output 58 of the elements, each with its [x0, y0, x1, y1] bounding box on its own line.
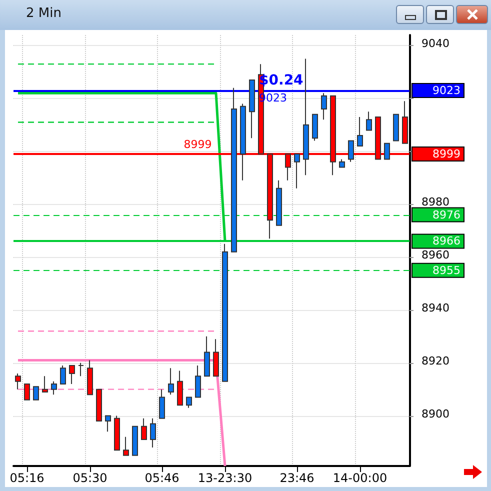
candlestick [168, 368, 174, 396]
candlestick [78, 362, 84, 377]
candlestick [204, 336, 210, 377]
candlestick [177, 370, 183, 406]
candlestick [348, 140, 354, 162]
candlestick [195, 365, 201, 398]
candlestick [105, 415, 111, 432]
candlestick [132, 426, 138, 456]
ref-line-label: 8955 [432, 264, 460, 277]
candlestick [357, 116, 363, 147]
x-tick-label: 23:46 [280, 471, 314, 485]
candlestick [384, 142, 390, 160]
candlestick [159, 388, 165, 419]
ref-line-label: 8999 [432, 147, 460, 160]
candlestick [231, 87, 237, 252]
y-tick-label: 9040 [422, 37, 450, 50]
ref-line-label: 8976 [432, 208, 460, 222]
x-tick-label: 14-00:00 [332, 471, 388, 485]
candlestick [294, 153, 300, 189]
candlestick [402, 100, 408, 144]
ref-line-label: 8966 [432, 234, 460, 248]
candlestick [87, 360, 93, 396]
y-tick-label: 8920 [422, 354, 450, 368]
y-tick-label: 8940 [422, 301, 450, 314]
x-tick-label: 05:16 [10, 471, 44, 485]
candlestick [42, 376, 48, 392]
y-tick-label: 8980 [422, 196, 450, 209]
candlestick [123, 436, 129, 456]
x-tick-label: 13-23:30 [198, 471, 252, 485]
candlestick [33, 386, 39, 400]
ref-line-label: 9023 [432, 84, 460, 98]
annotation: 8999 [184, 138, 212, 151]
candlestick [24, 384, 30, 400]
candlestick [69, 365, 75, 385]
candlestick [114, 415, 120, 451]
candlestick [186, 396, 192, 408]
y-tick-label: 8900 [422, 407, 450, 420]
candlestick [303, 58, 309, 176]
candlestick [366, 111, 372, 131]
candlestick [321, 92, 327, 120]
candlestick [96, 388, 102, 422]
candlestick [393, 114, 399, 142]
candlestick [15, 372, 21, 390]
candlestick [276, 180, 282, 226]
candlestick [339, 158, 345, 168]
candlestick [60, 365, 66, 385]
candlestick [222, 243, 228, 382]
candlestick [213, 338, 219, 377]
candlestick [312, 114, 318, 142]
candlestick [141, 418, 147, 440]
x-tick-label: 05:30 [72, 471, 108, 485]
candlestick [150, 418, 156, 448]
candlestick [51, 380, 57, 396]
chart-title: 2 Min [26, 6, 62, 21]
y-tick-label: 8960 [422, 248, 450, 262]
candlestick [240, 103, 246, 181]
candlestick [249, 79, 255, 139]
x-tick-label: 05:46 [144, 471, 180, 485]
